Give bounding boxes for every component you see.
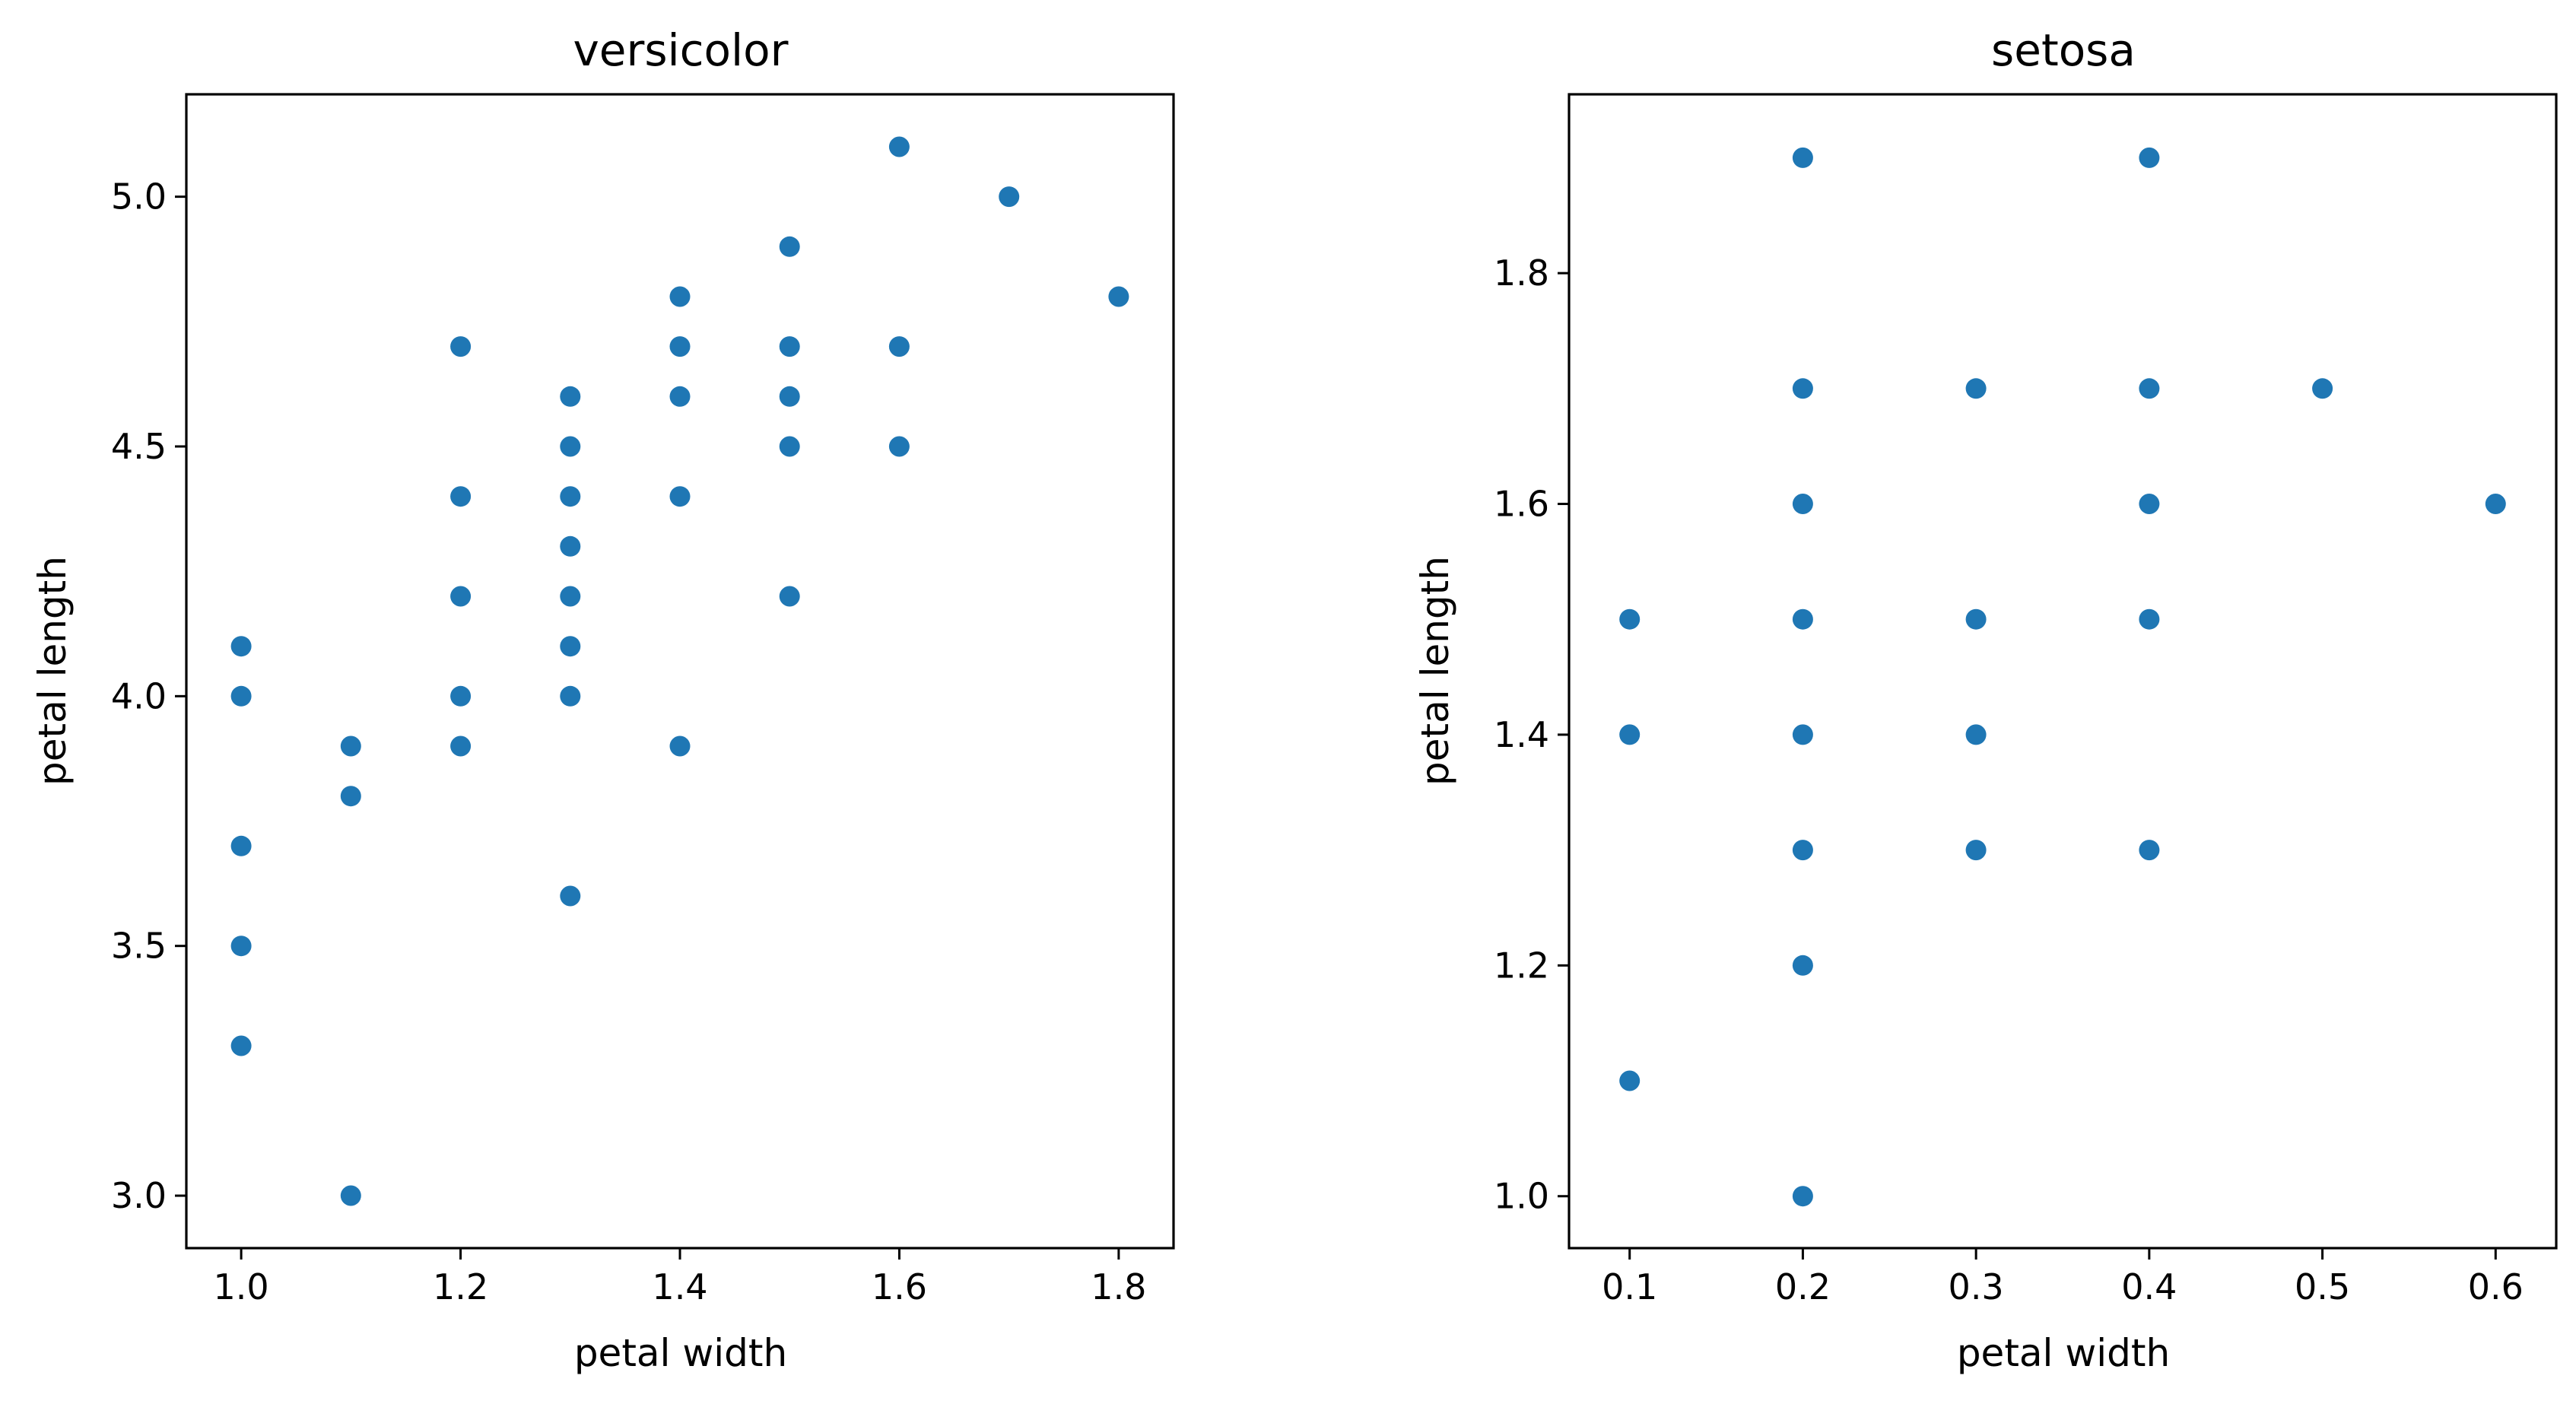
setosa-y-tick-label: 1.2	[1494, 945, 1549, 986]
versicolor-point	[888, 336, 910, 357]
setosa-point	[1619, 608, 1641, 630]
setosa-x-axis-label: petal width	[1957, 1331, 2170, 1375]
setosa-point	[1965, 840, 1987, 861]
setosa-point	[1792, 724, 1813, 745]
setosa-point	[2139, 147, 2160, 168]
setosa-point	[1792, 608, 1813, 630]
versicolor-point	[230, 936, 252, 957]
versicolor-point	[560, 636, 581, 657]
setosa-point	[1792, 147, 1813, 168]
versicolor-point	[779, 336, 800, 357]
setosa-x-tick-label: 0.6	[2468, 1266, 2524, 1307]
setosa-y-axis-label: petal length	[1413, 556, 1457, 786]
setosa-point	[1792, 494, 1813, 514]
versicolor-point	[560, 535, 581, 557]
versicolor-point	[779, 386, 800, 407]
versicolor-point	[340, 735, 361, 757]
versicolor-y-tick-label: 3.5	[111, 926, 167, 967]
versicolor-y-tick-label: 3.0	[111, 1175, 167, 1216]
setosa-x-tick-label: 0.5	[2295, 1266, 2350, 1307]
versicolor-point	[450, 735, 472, 757]
versicolor-point	[999, 186, 1020, 208]
setosa-point	[1619, 1070, 1641, 1091]
versicolor-point	[450, 486, 472, 507]
versicolor-point	[669, 286, 691, 307]
versicolor-point	[560, 685, 581, 707]
setosa-point	[1792, 955, 1813, 976]
versicolor-point	[779, 586, 800, 607]
versicolor-point	[230, 835, 252, 856]
versicolor-point	[560, 436, 581, 457]
setosa-plot-frame	[1568, 93, 2558, 1250]
versicolor-y-axis-label: petal length	[30, 556, 75, 786]
setosa-y-ticks: 1.0 1.2 1.4 1.6 1.8	[1494, 253, 1569, 1217]
versicolor-point	[450, 336, 472, 357]
versicolor-x-tick-label: 1.6	[872, 1266, 927, 1307]
versicolor-point	[450, 586, 472, 607]
versicolor-plot-frame	[185, 93, 1175, 1250]
setosa-y-tick-label: 1.4	[1494, 714, 1549, 755]
setosa-point	[1792, 1186, 1813, 1207]
versicolor-y-ticks: 3.0 3.5 4.0 4.5 5.0	[111, 176, 186, 1216]
setosa-y-tick-label: 1.6	[1494, 484, 1549, 525]
versicolor-point	[888, 436, 910, 457]
setosa-x-tick-label: 0.2	[1775, 1266, 1831, 1307]
versicolor-x-axis-label: petal width	[574, 1331, 787, 1375]
versicolor-point	[340, 786, 361, 807]
versicolor-panel: versicolor 1.0 1.2 1.4 1.6 1.8 3.0 3.5 4.0 4.5 5…	[30, 24, 1175, 1375]
setosa-point	[1965, 378, 1987, 399]
versicolor-point	[560, 486, 581, 507]
setosa-x-tick-label: 0.3	[1949, 1266, 2004, 1307]
versicolor-point	[340, 1185, 361, 1206]
versicolor-x-tick-label: 1.4	[652, 1266, 707, 1307]
versicolor-point	[669, 735, 691, 757]
versicolor-title: versicolor	[573, 24, 788, 76]
versicolor-point	[230, 685, 252, 707]
versicolor-x-ticks: 1.0 1.2 1.4 1.6 1.8	[214, 1248, 1146, 1307]
versicolor-point	[669, 386, 691, 407]
setosa-point	[2139, 608, 2160, 630]
versicolor-point	[560, 586, 581, 607]
versicolor-point	[450, 685, 472, 707]
versicolor-point	[779, 436, 800, 457]
versicolor-point	[779, 236, 800, 257]
setosa-point	[2139, 840, 2160, 861]
setosa-y-tick-label: 1.0	[1494, 1176, 1549, 1217]
setosa-title: setosa	[1991, 24, 2136, 76]
setosa-point	[2312, 378, 2333, 399]
setosa-point	[2139, 494, 2160, 514]
versicolor-point	[560, 386, 581, 407]
setosa-point	[1619, 724, 1641, 745]
versicolor-point	[230, 1035, 252, 1056]
versicolor-point	[669, 486, 691, 507]
versicolor-point	[1108, 286, 1129, 307]
setosa-points	[1619, 147, 2506, 1207]
setosa-point	[1792, 378, 1813, 399]
versicolor-y-tick-label: 4.5	[111, 426, 167, 467]
versicolor-point	[230, 636, 252, 657]
versicolor-x-tick-label: 1.2	[433, 1266, 488, 1307]
versicolor-x-tick-label: 1.8	[1091, 1266, 1146, 1307]
versicolor-point	[888, 136, 910, 157]
setosa-point	[1965, 608, 1987, 630]
setosa-x-tick-label: 0.1	[1602, 1266, 1657, 1307]
versicolor-point	[560, 885, 581, 907]
versicolor-x-tick-label: 1.0	[214, 1266, 269, 1307]
setosa-x-tick-label: 0.4	[2121, 1266, 2177, 1307]
setosa-point	[2485, 494, 2506, 514]
versicolor-points	[230, 136, 1129, 1206]
versicolor-y-tick-label: 4.0	[111, 675, 167, 716]
setosa-panel: setosa 0.1 0.2 0.3 0.4 0.5 0.6 1.01.21.41.61.…	[1413, 24, 2558, 1375]
versicolor-point	[669, 336, 691, 357]
setosa-y-tick-label: 1.8	[1494, 253, 1549, 294]
setosa-point	[1965, 724, 1987, 745]
versicolor-y-tick-label: 5.0	[111, 176, 167, 218]
setosa-point	[2139, 378, 2160, 399]
setosa-x-ticks: 0.1 0.2 0.3 0.4 0.5 0.6	[1602, 1248, 2524, 1307]
setosa-point	[1792, 840, 1813, 861]
